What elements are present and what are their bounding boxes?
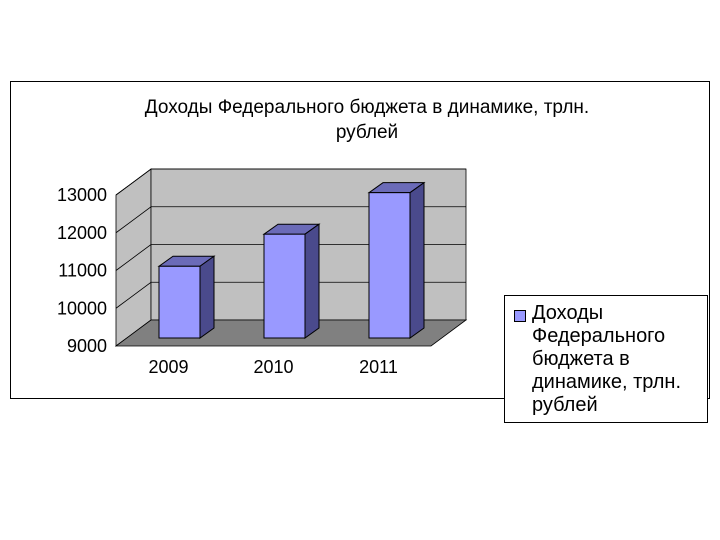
y-tick-label: 9000 xyxy=(67,336,107,356)
legend-label: Доходы Федерального бюджета в динамике, … xyxy=(532,302,682,416)
gridline xyxy=(115,244,466,271)
gridlines xyxy=(115,168,466,309)
y-axis-ticks: 9000 10000 11000 12000 13000 xyxy=(57,185,107,356)
bar-side xyxy=(304,223,320,339)
bar-side xyxy=(409,181,425,339)
x-tick-label: 2010 xyxy=(253,357,293,377)
bar-2010 xyxy=(262,223,321,339)
y-tick-label: 11000 xyxy=(58,261,107,281)
chart-area: Доходы Федерального бюджета в динамике, … xyxy=(10,81,710,423)
bar-2011 xyxy=(367,181,426,339)
bars xyxy=(157,181,426,339)
bar-side xyxy=(199,255,215,339)
bar-front xyxy=(368,192,411,339)
chart-title: Доходы Федерального бюджета в динамике, … xyxy=(145,97,589,143)
gridline xyxy=(115,206,466,234)
gridline xyxy=(115,168,466,196)
x-tick-label: 2011 xyxy=(359,357,398,377)
bar-front xyxy=(158,265,201,339)
x-tick-label: 2009 xyxy=(148,357,188,377)
gridline xyxy=(115,281,466,309)
legend: Доходы Федерального бюджета в динамике, … xyxy=(504,295,708,423)
legend-swatch xyxy=(514,310,526,322)
bar-2009 xyxy=(157,255,216,339)
y-tick-label: 13000 xyxy=(57,185,107,205)
bar-front xyxy=(263,233,306,339)
chart-title-line-2: рублей xyxy=(336,122,398,143)
x-axis-ticks: 2009 2010 2011 xyxy=(148,357,397,377)
y-tick-label: 12000 xyxy=(57,223,107,243)
y-tick-label: 10000 xyxy=(57,298,107,318)
chart-title-line-1: Доходы Федерального бюджета в динамике, … xyxy=(145,97,589,118)
chart-plot: Доходы Федерального бюджета в динамике, … xyxy=(57,97,589,377)
